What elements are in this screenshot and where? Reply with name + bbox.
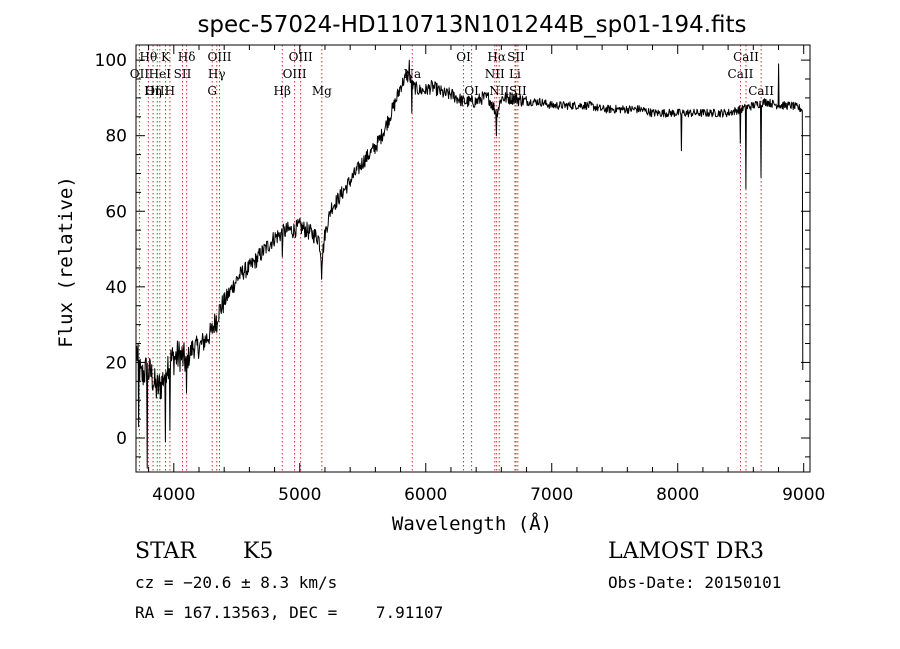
line-label: CaII: [728, 67, 754, 81]
survey-name: LAMOST DR3: [608, 539, 764, 564]
spectrum-line: [136, 59, 804, 469]
spectral-subclass: K5: [243, 539, 274, 564]
line-label: OIII: [145, 84, 169, 98]
y-tick-label: 60: [105, 202, 127, 222]
spectral-class: STAR: [135, 539, 196, 564]
x-tick-label: 4000: [152, 485, 195, 505]
line-label: SII: [174, 67, 192, 81]
coordinates: RA = 167.13563, DEC = 7.91107: [135, 603, 444, 622]
line-label: CaII: [748, 84, 774, 98]
line-label: SII: [509, 84, 527, 98]
x-tick-label: 5000: [278, 485, 321, 505]
line-label: Hγ: [208, 67, 226, 81]
redshift-readout: cz = −20.6 ± 8.3 km/s: [135, 573, 338, 592]
obs-date: Obs-Date: 20150101: [608, 573, 782, 592]
y-tick-label: 40: [105, 278, 127, 298]
line-label: Hδ: [178, 50, 196, 64]
y-tick-label: 20: [105, 353, 127, 373]
x-axis: 4000 5000 6000 7000 8000 9000: [148, 45, 825, 505]
x-tick-label: 6000: [404, 485, 447, 505]
y-tick-label: 0: [116, 429, 127, 449]
y-tick-label: 80: [105, 127, 127, 147]
line-label: Hβ: [274, 84, 291, 98]
x-tick-label: 8000: [656, 485, 699, 505]
line-markers: [138, 45, 762, 472]
line-label: NII: [489, 84, 509, 98]
line-label: Hα: [487, 50, 506, 64]
y-axis-label: Flux (relative): [55, 176, 77, 348]
line-label: OI: [464, 84, 479, 98]
line-label: HeI: [149, 67, 172, 81]
line-labels: Hθ OII OIII K HeI Hη H SII Hδ OIII Hγ G Hβ OIII OIII Mg…: [130, 50, 775, 98]
line-label: OIII: [283, 67, 307, 81]
line-label: CaII: [733, 50, 759, 64]
line-label: OI: [456, 50, 471, 64]
line-label: OIII: [289, 50, 313, 64]
line-label: H: [165, 84, 175, 98]
line-label: OIII: [207, 50, 231, 64]
line-label: OII: [130, 67, 150, 81]
line-label: NII: [485, 67, 505, 81]
x-axis-label: Wavelength (Å): [392, 512, 552, 535]
x-tick-label: 9000: [782, 485, 825, 505]
line-label: K: [161, 50, 171, 64]
line-label: Mg: [312, 84, 332, 98]
line-label: Hθ: [139, 50, 157, 64]
line-label: SII: [507, 50, 525, 64]
line-label: G: [207, 84, 217, 98]
x-tick-label: 7000: [530, 485, 573, 505]
chart-title: spec-57024-HD110713N101244B_sp01-194.fit…: [197, 12, 746, 38]
y-tick-label: 100: [95, 51, 127, 71]
y-axis: 0 20 40 60 80 100: [95, 51, 810, 458]
plot-frame: [135, 44, 811, 473]
line-label: Li: [509, 67, 521, 81]
line-label: Hη: [144, 84, 162, 98]
